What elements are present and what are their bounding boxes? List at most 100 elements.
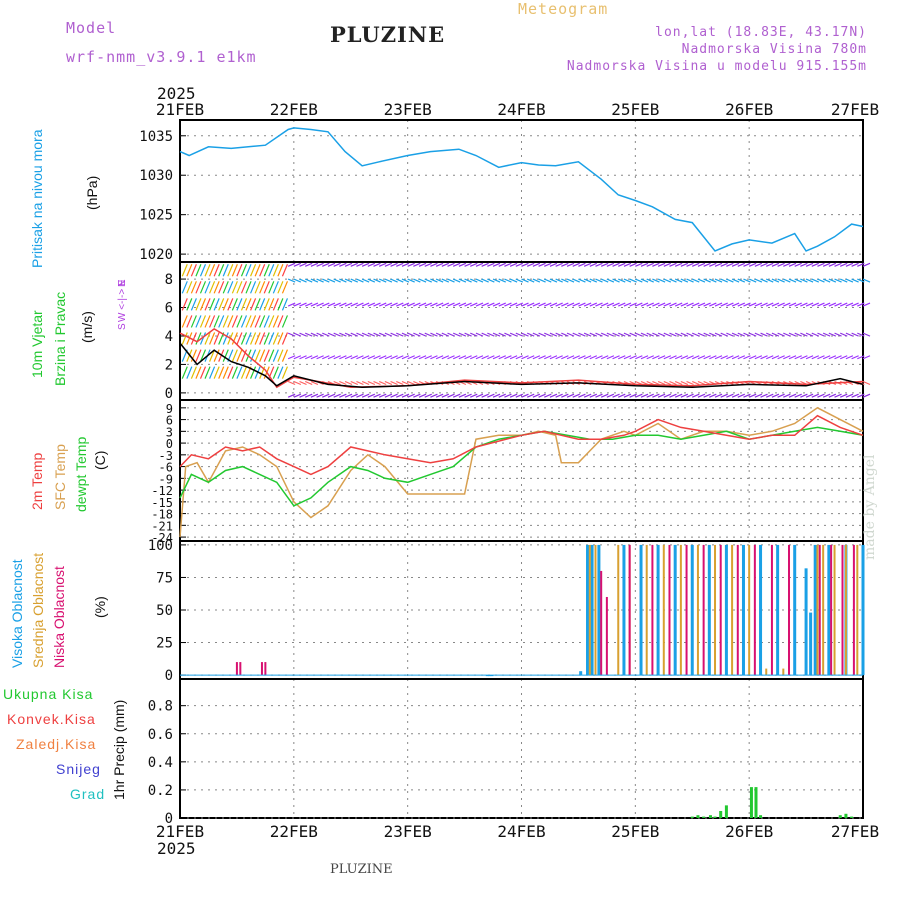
wind-barb xyxy=(680,262,689,267)
wind-barb xyxy=(862,393,871,398)
wind-barb xyxy=(378,302,387,307)
wind-barb xyxy=(231,281,238,294)
wind-barb xyxy=(304,380,313,386)
cloud-high-bar xyxy=(809,612,813,676)
wind-barb xyxy=(635,393,643,398)
wind-barb xyxy=(726,332,734,337)
wind-barb xyxy=(578,302,586,307)
y-tick-label: -15 xyxy=(151,496,173,510)
wind-barb xyxy=(259,298,266,311)
wind-barb xyxy=(703,262,711,267)
wind-barb xyxy=(401,355,410,360)
wind-barb xyxy=(299,278,307,283)
author-watermark: made by Angel xyxy=(862,454,878,561)
x-tick-label-top: 24FEB xyxy=(497,100,545,119)
y-tick-label: -3 xyxy=(159,449,173,463)
wind-barb xyxy=(418,393,427,398)
wind-barb xyxy=(561,278,569,283)
wind-barb xyxy=(720,332,728,337)
wind-barb xyxy=(373,278,381,283)
wind-barb xyxy=(361,262,370,267)
wind-barb xyxy=(612,278,620,283)
sfc-temp-axis-label: SFC Temp xyxy=(52,444,68,510)
precip-bar xyxy=(719,810,723,818)
wind-barb xyxy=(316,302,324,307)
cloud-high-bar xyxy=(813,544,817,676)
wind-barb xyxy=(538,332,546,337)
wind-barb xyxy=(367,332,376,337)
wind-barb xyxy=(195,315,202,328)
wind-barb xyxy=(407,302,415,307)
wind-barb xyxy=(492,355,501,360)
wind-barb xyxy=(777,393,785,398)
wind-barb xyxy=(652,332,660,337)
wind-barb xyxy=(361,302,370,307)
cloud-mid-bar xyxy=(617,544,620,676)
x-tick-label-bottom: 27FEB xyxy=(831,822,879,841)
wind-barb xyxy=(344,355,353,360)
precip-bar xyxy=(702,816,706,818)
wind-barb xyxy=(595,355,603,360)
wind-barb xyxy=(703,332,711,337)
wind-barb xyxy=(822,332,831,337)
cloud-mid-bar xyxy=(714,544,717,676)
footer-station-name: PLUZINE xyxy=(330,862,393,877)
wind-barb xyxy=(845,355,854,360)
wind-barb xyxy=(218,315,225,328)
cloud-high-bar xyxy=(793,544,797,676)
wind-barb xyxy=(254,332,261,345)
wind-barb xyxy=(268,349,275,362)
wind-barb xyxy=(339,355,347,360)
wind-barb xyxy=(384,302,393,307)
wind-barb xyxy=(287,302,296,307)
cloud-low-bar xyxy=(830,544,833,676)
wind-barb xyxy=(800,393,808,398)
wind-barb xyxy=(458,302,467,307)
wind-barb xyxy=(441,355,450,360)
wind-barb xyxy=(190,349,197,362)
wind-barb xyxy=(674,262,683,267)
wind-barb xyxy=(663,332,672,337)
wind-barb xyxy=(583,393,592,398)
wind-barb xyxy=(190,281,197,294)
wind-barb xyxy=(811,302,820,307)
wind-barb xyxy=(862,302,871,307)
wind-barb xyxy=(618,262,626,267)
wind-barb xyxy=(777,262,785,267)
wind-barb xyxy=(743,262,751,267)
wind-barb xyxy=(720,355,728,360)
wind-barb xyxy=(407,393,415,398)
wind-barb xyxy=(766,302,774,307)
wind-barb xyxy=(669,278,677,283)
wind-barb xyxy=(209,332,216,345)
cloud-high-bar xyxy=(776,544,780,676)
wind-barb xyxy=(515,302,524,307)
wind-barb xyxy=(447,393,455,398)
wind-barb xyxy=(697,278,706,283)
wind-barb xyxy=(281,298,289,311)
wind-barb xyxy=(378,355,387,360)
wind-barb xyxy=(788,278,797,283)
y-tick-label: -21 xyxy=(151,519,173,533)
wind-barb xyxy=(652,302,660,307)
wind-barb xyxy=(600,302,609,307)
legend-total-rain: Ukupna Kisa xyxy=(3,686,94,702)
wind-barb xyxy=(361,278,370,283)
wind-barb xyxy=(350,355,358,360)
wind-barb xyxy=(272,298,279,311)
wind-barb xyxy=(555,332,563,337)
wind-barb xyxy=(549,262,558,267)
temp2m-line xyxy=(179,414,864,476)
wind-barb xyxy=(754,262,763,267)
wind-barb xyxy=(709,302,717,307)
precip-bar xyxy=(759,815,763,818)
wind-barb xyxy=(566,262,575,267)
x-tick-label-bottom: 22FEB xyxy=(270,822,318,841)
wind-barb xyxy=(663,262,672,267)
wind-barb xyxy=(390,278,398,283)
wind-barb xyxy=(259,263,266,277)
cloud-mid-bar xyxy=(833,544,836,676)
temp-unit-label: (C) xyxy=(92,450,108,470)
wind-barb xyxy=(310,302,319,307)
wind-barb xyxy=(492,262,501,267)
